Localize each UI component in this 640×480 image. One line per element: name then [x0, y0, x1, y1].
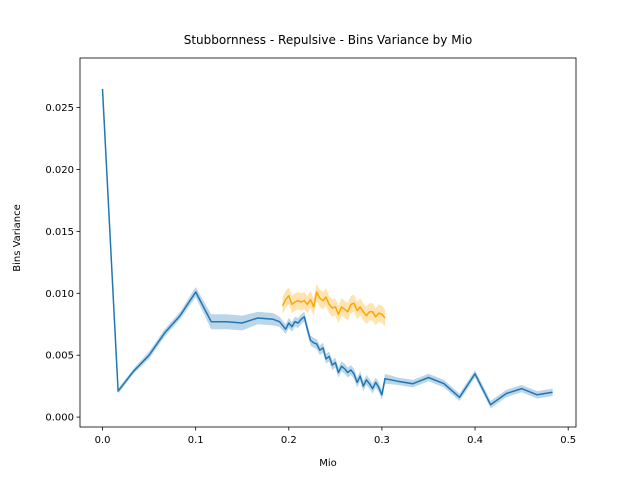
y-tick-label: 0.000 [45, 413, 74, 424]
y-tick-label: 0.005 [45, 351, 74, 362]
y-axis-label: Bins Variance [12, 204, 23, 272]
plot-frame [79, 57, 577, 428]
x-tick-label: 0.3 [374, 435, 390, 446]
confidence-band [282, 283, 385, 327]
x-axis-label: Mio [319, 458, 337, 469]
x-tick-label: 0.0 [95, 435, 111, 446]
y-tick-label: 0.010 [45, 289, 74, 300]
y-tick-label: 0.020 [45, 165, 74, 176]
x-tick-label: 0.1 [188, 435, 204, 446]
y-tick-label: 0.025 [45, 103, 74, 114]
x-tick-label: 0.2 [281, 435, 297, 446]
x-tick-label: 0.4 [467, 435, 483, 446]
line [281, 291, 386, 319]
x-tick-label: 0.5 [560, 435, 576, 446]
confidence-band [102, 87, 553, 409]
chart-title: Stubbornness - Repulsive - Bins Variance… [184, 33, 473, 47]
line [101, 88, 553, 406]
y-tick-label: 0.015 [45, 227, 74, 238]
